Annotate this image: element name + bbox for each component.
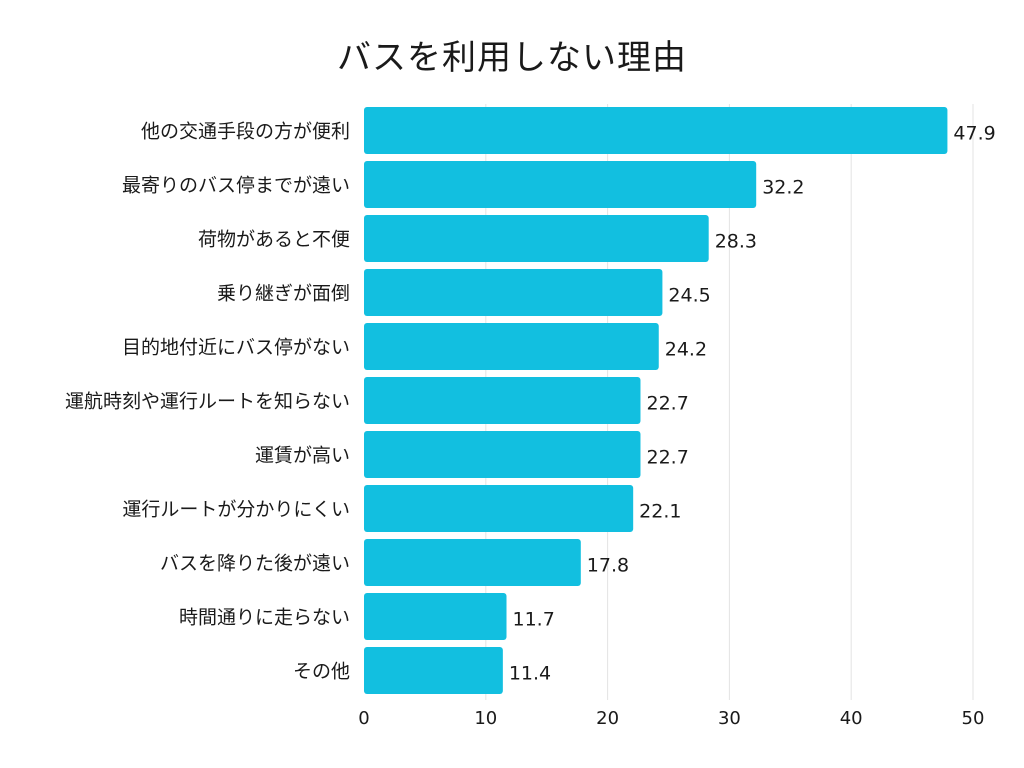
value-label: 24.5	[668, 285, 710, 307]
chart-title: バスを利用しない理由	[337, 38, 687, 78]
value-label: 47.9	[953, 123, 995, 145]
category-label: 最寄りのバス停までが遠い	[122, 175, 350, 197]
value-label: 11.7	[513, 609, 555, 631]
bar	[364, 593, 507, 640]
value-labels: 47.9 32.2 28.3 24.5 24.2 22.7 22.7 22.1 17.8 11.7…	[509, 123, 996, 685]
bar	[364, 107, 948, 154]
category-label: その他	[293, 661, 350, 683]
bar	[364, 269, 663, 316]
bar	[364, 215, 709, 262]
category-labels: 他の交通手段の方が便利最寄りのバス停までが遠い荷物があると不便乗り継ぎが面倒目的…	[65, 121, 350, 683]
value-label: 22.7	[646, 447, 688, 469]
value-label: 17.8	[587, 555, 629, 577]
category-label: 運航時刻や運行ルートを知らない	[65, 391, 350, 413]
bar	[364, 161, 757, 208]
value-label: 24.2	[665, 339, 707, 361]
value-label: 22.7	[646, 393, 688, 415]
category-label: 時間通りに走らない	[179, 607, 350, 629]
value-label: 11.4	[509, 663, 551, 685]
bar	[364, 539, 581, 586]
x-tick-label: 20	[596, 708, 619, 729]
category-label: 乗り継ぎが面倒	[217, 283, 350, 305]
category-label: 荷物があると不便	[198, 229, 350, 251]
category-label: バスを降りた後が遠い	[160, 553, 350, 575]
bar	[364, 485, 634, 532]
value-label: 32.2	[762, 177, 804, 199]
x-tick-label: 10	[474, 708, 497, 729]
category-label: 目的地付近にバス停がない	[122, 337, 350, 359]
x-tick-label: 0	[358, 708, 369, 729]
bar	[364, 431, 641, 478]
category-label: 他の交通手段の方が便利	[141, 121, 350, 143]
bar	[364, 647, 503, 694]
value-label: 28.3	[715, 231, 757, 253]
category-label: 運行ルートが分かりにくい	[122, 499, 350, 521]
category-label: 運賃が高い	[255, 445, 350, 467]
x-tick-label: 50	[962, 708, 985, 729]
bar	[364, 323, 659, 370]
x-tick-label: 30	[718, 708, 741, 729]
value-label: 22.1	[639, 501, 681, 523]
bars	[364, 107, 948, 694]
x-tick-label: 40	[840, 708, 863, 729]
bar	[364, 377, 641, 424]
x-tick-labels: 0 10 20 30 40 50	[358, 708, 984, 729]
